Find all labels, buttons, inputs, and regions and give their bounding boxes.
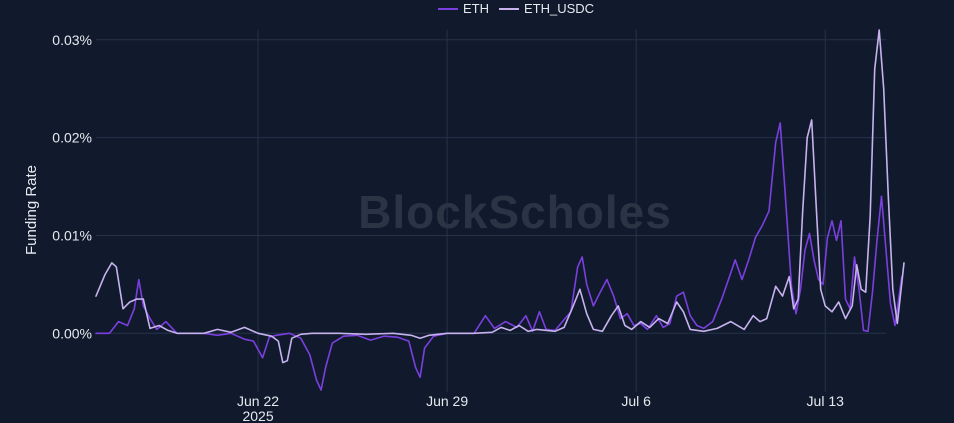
y-axis-ticks: 0.00% 0.01% 0.02% 0.03% bbox=[52, 32, 92, 342]
y-tick-label: 0.02% bbox=[52, 130, 92, 146]
grid bbox=[96, 30, 886, 392]
watermark-logo: BlockScholes bbox=[358, 186, 672, 238]
y-axis-title: Funding Rate bbox=[23, 165, 40, 255]
y-tick-label: 0.03% bbox=[52, 32, 92, 48]
legend-label: ETH bbox=[463, 1, 489, 16]
series-line-eth bbox=[95, 122, 903, 391]
series-line-eth-usdc bbox=[95, 29, 905, 364]
x-tick-label: Jun 22 bbox=[237, 393, 279, 409]
legend-item-eth-usdc[interactable]: ETH_USDC bbox=[499, 1, 594, 16]
legend[interactable]: ETH ETH_USDC bbox=[438, 1, 594, 16]
x-tick-year-label: 2025 bbox=[242, 408, 273, 423]
y-tick-label: 0.01% bbox=[52, 227, 92, 243]
y-tick-label: 0.00% bbox=[52, 325, 92, 341]
series-layer bbox=[95, 29, 905, 391]
x-tick-label: Jun 29 bbox=[426, 393, 468, 409]
legend-item-eth[interactable]: ETH bbox=[438, 1, 489, 16]
x-tick-label: Jul 6 bbox=[621, 393, 651, 409]
x-tick-label: Jul 13 bbox=[807, 393, 845, 409]
legend-label: ETH_USDC bbox=[524, 1, 594, 16]
